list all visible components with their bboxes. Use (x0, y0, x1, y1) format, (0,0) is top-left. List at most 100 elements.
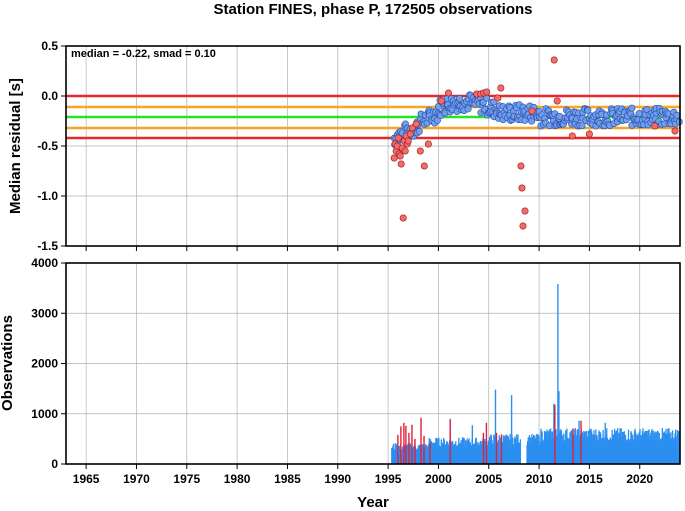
residual-y-axis-label: Median residual [s] (7, 78, 24, 214)
residual-point (673, 111, 681, 119)
observations-outlier-bar (429, 442, 431, 464)
residual-outlier-point (517, 162, 525, 170)
observations-outlier-bar (400, 426, 402, 464)
observations-outlier-bar (449, 419, 451, 464)
observations-outlier-bar (408, 432, 410, 464)
observations-bars (391, 284, 681, 464)
observations-y-ticks: 4000 3000 2000 1000 0 (31, 256, 66, 471)
observations-outlier-bar (420, 417, 422, 464)
residual-y-tick-label: -0.5 (37, 139, 58, 153)
observations-y-tick-label: 3000 (31, 306, 58, 320)
residual-outlier-point (401, 147, 409, 155)
residual-outlier-point (550, 56, 558, 64)
x-tick-label: 2005 (475, 472, 502, 486)
observations-outlier-bar (403, 422, 405, 464)
observations-y-tick-label: 1000 (31, 407, 58, 421)
residual-outlier-point (412, 120, 420, 128)
residual-outlier-point (553, 97, 561, 105)
observations-spike-bar (494, 389, 497, 464)
residual-outlier-point (483, 88, 491, 96)
residual-outlier-point (394, 134, 402, 142)
residual-y-tick-label: -1.5 (37, 239, 58, 253)
residual-point (578, 122, 586, 130)
residual-outlier-point (397, 160, 405, 168)
observations-outlier-bar (411, 424, 413, 464)
residual-outlier-point (585, 130, 593, 138)
residual-outlier-point (651, 122, 659, 130)
observations-x-ticks: 1965 1970 1975 1980 1985 1990 1995 2000 2005 2010… (73, 464, 653, 486)
residual-y-ticks: 0.5 0.0 -0.5 -1.0 -1.5 (37, 39, 66, 253)
observations-y-tick-label: 4000 (31, 256, 58, 270)
observations-outlier-bar (405, 425, 407, 464)
x-tick-label: 1990 (324, 472, 351, 486)
observations-spike-bar (471, 425, 474, 464)
observations-y-tick-label: 0 (51, 457, 58, 471)
residual-points (390, 91, 683, 148)
residual-outlier-point (406, 130, 414, 138)
x-tick-label: 1975 (173, 472, 200, 486)
residual-point (584, 106, 592, 114)
residual-outlier-point (399, 214, 407, 222)
median-annotation: median = -0.22, smad = 0.10 (71, 48, 216, 60)
residual-outlier-point (437, 97, 445, 105)
observations-spike-bar (604, 422, 606, 464)
residual-y-tick-label: -1.0 (37, 189, 58, 203)
residual-point (628, 104, 636, 112)
observations-outlier-bar (495, 432, 498, 464)
residual-x-tick-marks (85, 246, 641, 251)
residual-outlier-point (494, 94, 502, 102)
x-tick-label: 1965 (73, 472, 100, 486)
observations-outlier-bar (414, 438, 416, 464)
residual-outlier-point (671, 127, 679, 135)
x-tick-label: 1985 (274, 472, 301, 486)
observations-outlier-bars (397, 404, 582, 464)
residual-point (433, 116, 441, 124)
residual-y-tick-label: 0.5 (41, 39, 58, 53)
observations-bar (519, 439, 522, 464)
observations-spike-bar (558, 391, 560, 464)
observations-y-tick-label: 2000 (31, 357, 58, 371)
residual-outlier-point (404, 137, 412, 145)
residual-outlier-points (390, 56, 679, 230)
x-tick-label: 1970 (123, 472, 150, 486)
observations-outlier-bar (554, 404, 556, 464)
observations-spike-bar (578, 420, 580, 464)
residual-outlier-point (518, 184, 526, 192)
observations-outlier-bar (423, 435, 425, 464)
x-tick-label: 2000 (425, 472, 452, 486)
residual-outlier-point (568, 132, 576, 140)
residual-panel: 0.5 0.0 -0.5 -1.0 -1.5 median = -0.22, smad … (7, 39, 683, 253)
x-tick-label: 2010 (526, 472, 553, 486)
residual-outlier-point (444, 89, 452, 97)
observations-outlier-bar (482, 432, 485, 464)
observations-outlier-bar (572, 428, 574, 464)
residual-y-tick-label: 0.0 (41, 89, 58, 103)
chart-title: Station FINES, phase P, 172505 observati… (213, 1, 532, 18)
observations-spike-bar (553, 403, 555, 464)
observations-outlier-bar (397, 434, 399, 464)
residual-point (464, 105, 472, 113)
x-tick-label: 2020 (626, 472, 653, 486)
residual-outlier-point (528, 107, 536, 115)
observations-outlier-bar (580, 420, 582, 464)
residual-outlier-point (497, 84, 505, 92)
observations-y-axis-label: Observations (0, 315, 16, 411)
residual-outlier-point (521, 207, 529, 215)
observations-outlier-bar (485, 422, 488, 464)
observations-outlier-bar (500, 434, 503, 464)
x-axis-label: Year (357, 494, 389, 511)
x-tick-label: 1980 (224, 472, 251, 486)
x-tick-label: 1995 (375, 472, 402, 486)
observations-spike-bar (557, 284, 559, 464)
x-tick-label: 2015 (576, 472, 603, 486)
residual-outlier-point (420, 162, 428, 170)
residual-outlier-point (396, 152, 404, 160)
residual-outlier-point (519, 222, 527, 230)
residual-point (456, 94, 464, 102)
residual-point (415, 127, 423, 135)
residual-outlier-point (424, 140, 432, 148)
residual-outlier-point (416, 147, 424, 155)
observations-spike-bar (510, 395, 513, 464)
